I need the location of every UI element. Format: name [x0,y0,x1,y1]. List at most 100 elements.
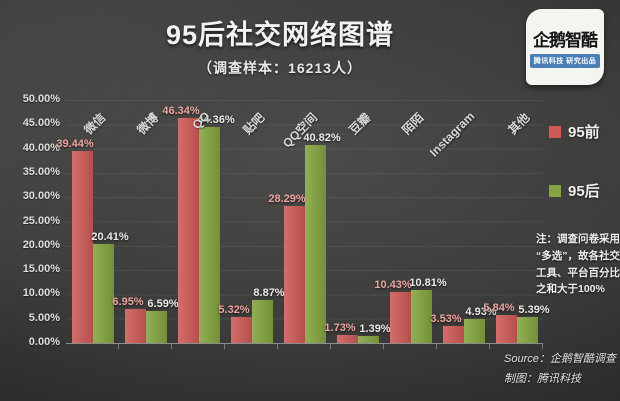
value-label-pre95-8: 5.84% [483,301,515,314]
bar-post95-2: 44.36% [197,114,235,343]
legend-swatch-pre95 [549,125,561,138]
y-tick-label: 25.00% [22,214,60,227]
legend-label-post95: 95后 [568,183,600,200]
legend-label-pre95: 95前 [568,124,600,141]
y-tick-label: 5.00% [28,311,60,324]
x-axis-tick [330,344,331,349]
y-tick-label: 15.00% [22,263,60,276]
x-axis-tick [118,344,119,349]
value-label-post95-5: 1.39% [359,323,391,336]
y-tick-label: 40.00% [22,141,60,154]
bar-pre95-7: 3.53% [430,313,464,343]
x-axis-tick [436,344,437,349]
source-line: Source：企鹅智酷调查 [504,353,616,365]
bar-post95-1: 6.59% [145,298,179,343]
bar-shading [230,317,252,343]
bar-group-3: 5.32% 8.87% 贴吧 [218,100,285,349]
bar-shading [145,310,167,343]
y-tick-label: 20.00% [22,238,60,251]
bar-post95-5: 1.39% [357,323,391,343]
bar-group-0: 39.44% 20.41% 微信 [56,100,129,349]
bar-chart-plot-area: 39.44% 20.41% 微信 6.95% 6.59% 微博 46.34% 44.36% QQ… [56,100,550,349]
bar-shading [463,319,485,343]
bar-pre95-1: 6.95% [112,296,146,343]
bar-shading [304,144,326,343]
bar-shading [336,334,358,343]
bar-pre95-6: 10.43% [374,279,412,343]
value-label-post95-3: 8.87% [253,286,285,299]
value-label-pre95-1: 6.95% [112,296,144,309]
y-axis: 50.00% 45.00% 40.00% 35.00% 30.00% 25.00% 20.0… [0,93,60,348]
bar-group-5: 1.73% 1.39% 豆瓣 [324,100,391,349]
bar-pre95-0: 39.44% [56,138,94,343]
bar-shading [71,151,93,343]
bar-shading [92,243,114,343]
y-tick-label: 10.00% [22,287,60,300]
value-label-pre95-2: 46.34% [162,104,200,117]
bar-group-7: 3.53% 4.93% Instagram [427,100,497,349]
value-label-post95-0: 20.41% [91,230,129,243]
bar-pre95-4: 28.29% [268,193,306,343]
x-axis-tick [489,344,490,349]
bar-shading [410,290,432,343]
y-tick-label: 30.00% [22,190,60,203]
bar-post95-8: 5.39% [516,304,550,343]
value-label-pre95-6: 10.43% [374,279,412,292]
x-axis-tick [277,344,278,349]
bar-shading [283,205,305,343]
bar-shading [198,127,220,343]
legend-item-post95: 95后 [549,180,600,201]
y-tick-label: 50.00% [22,93,60,105]
x-axis-tick [383,344,384,349]
y-tick-label: 35.00% [22,165,60,178]
legend-swatch-post95 [549,184,561,197]
bar-pre95-2: 46.34% [162,105,200,343]
value-label-post95-8: 5.39% [518,303,550,316]
value-label-pre95-5: 1.73% [324,321,356,334]
value-label-pre95-7: 3.53% [430,312,462,325]
value-label-post95-6: 10.81% [409,277,447,290]
legend-item-pre95: 95前 [549,121,600,142]
bar-shading [177,117,199,343]
logo-tagline: 腾讯科技 研究出品 [529,54,601,68]
logo-name: 企鹅智酷 [533,31,598,50]
page-subtitle: （调查样本：16213人） [198,60,362,76]
bar-shading [389,292,411,343]
bar-group-2: 46.34% 44.36% QQ [162,100,235,349]
x-axis-tick [171,344,172,349]
bar-pre95-5: 1.73% [324,322,358,343]
credit-line: 制图：腾讯科技 [504,373,581,385]
value-label-pre95-3: 5.32% [218,304,250,317]
source-credit: Source：企鹅智酷调查 制图：腾讯科技 [504,350,616,390]
value-label-pre95-4: 28.29% [268,192,306,205]
bar-group-6: 10.43% 10.81% 陌陌 [374,100,447,349]
value-label-post95-4: 40.82% [303,131,341,144]
value-label-pre95-0: 39.44% [56,138,94,151]
value-label-post95-1: 6.59% [147,297,179,310]
y-tick-label: 0.00% [28,336,60,348]
value-label-post95-2: 44.36% [197,114,235,127]
bar-shading [442,325,464,343]
bar-post95-6: 10.81% [409,277,447,343]
bar-post95-3: 8.87% [251,287,285,343]
page-title: 95后社交网络图谱 [165,20,395,50]
bar-post95-0: 20.41% [91,231,129,343]
bar-pre95-3: 5.32% [218,304,252,343]
bar-group-8: 5.84% 5.39% 其他 [483,100,550,349]
value-label-post95-7: 4.93% [465,306,497,319]
bar-shading [495,314,517,343]
bar-shading [124,309,146,343]
methodology-note: 注：调查问卷采用 “多选”，故各社交 工具、平台百分比 之和大于100% [536,233,620,296]
bar-shading [516,316,538,343]
y-tick-label: 45.00% [22,117,60,130]
x-axis-tick [542,344,543,349]
bar-group-1: 6.95% 6.59% 微博 [112,100,179,349]
bar-shading [251,299,273,343]
bar-shading [357,336,379,343]
bar-pre95-8: 5.84% [483,302,517,343]
penguin-intelligence-logo: 企鹅智酷 腾讯科技 研究出品 [526,9,604,85]
bar-post95-7: 4.93% [463,306,497,343]
bar-post95-4: 40.82% [303,132,341,343]
bar-group-4: 28.29% 40.82% QQ空间 [268,100,341,349]
